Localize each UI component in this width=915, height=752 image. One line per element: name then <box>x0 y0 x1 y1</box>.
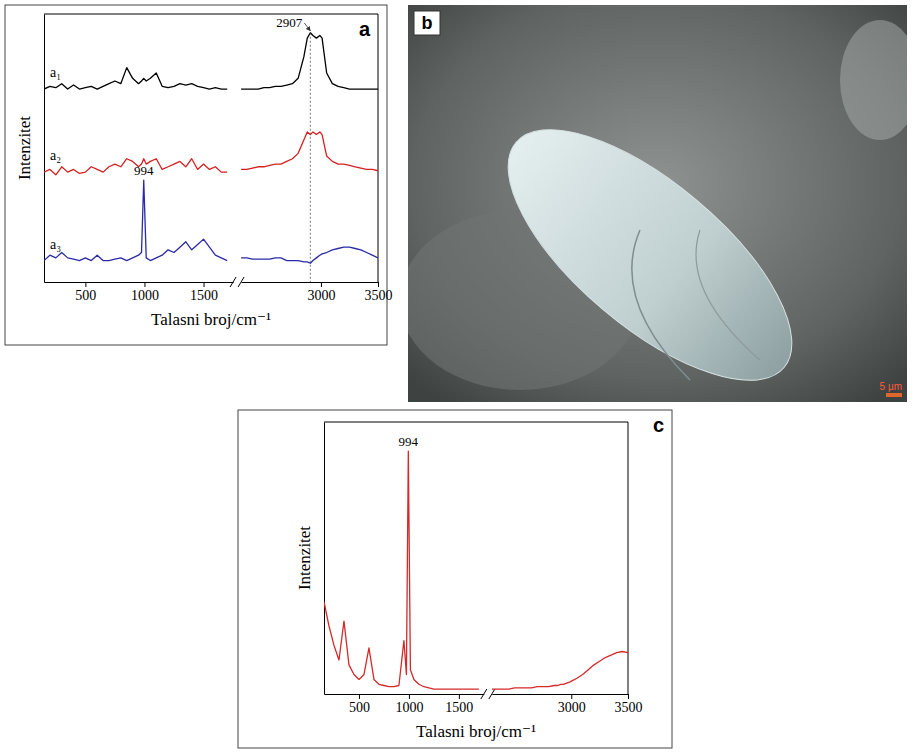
spectrum-line <box>324 451 479 689</box>
x-tick-label: 3500 <box>365 288 393 303</box>
spectrum-line <box>492 652 628 690</box>
spectrum-line <box>241 132 378 171</box>
scale-bar-label: 5 µm <box>880 381 902 392</box>
chart-panel: 500 1000 1500 3000 3500 994 Intenzitet Talasni … <box>238 410 672 748</box>
crystal-edge <box>696 230 760 360</box>
x-tick: 3000 <box>307 282 335 303</box>
panel-letter: c <box>653 414 664 436</box>
y-axis-line <box>44 15 45 283</box>
spectrum-line <box>241 247 378 263</box>
x-tick-mark <box>409 694 410 699</box>
x-tick: 500 <box>349 694 370 715</box>
x-tick-label: 1500 <box>190 288 218 303</box>
panel-border <box>238 410 672 748</box>
series-label: a₃ <box>50 237 61 252</box>
annotation-arrow <box>304 23 310 31</box>
y-axis <box>324 423 325 695</box>
y-axis-line <box>324 423 325 695</box>
x-axis-line <box>492 694 628 695</box>
series-clip <box>241 247 378 263</box>
x-tick: 1000 <box>131 282 159 303</box>
x-tick-mark <box>85 282 86 287</box>
spectrum-line <box>44 180 227 260</box>
annotation-label: 994 <box>399 434 419 449</box>
series-label: a₂ <box>50 148 61 163</box>
spectrum-line <box>44 68 227 89</box>
y-axis-title: Intenzitet <box>15 116 34 180</box>
annotation-label: 2907 <box>276 15 303 30</box>
x-tick: 3500 <box>615 694 643 715</box>
figure: 500 1000 1500 3000 3500 a₁ a₂ a₃ 2907 994 Intenzit… <box>0 0 915 752</box>
x-tick-label: 1500 <box>445 700 473 715</box>
x-tick-label: 3500 <box>615 700 643 715</box>
panel-letter: b <box>422 13 433 33</box>
series-clip <box>241 132 378 171</box>
x-tick: 1500 <box>445 694 473 715</box>
crystal <box>470 87 831 402</box>
x-tick: 3000 <box>558 694 586 715</box>
panel-border <box>5 5 387 345</box>
series-clip <box>241 33 378 89</box>
crystal-edge <box>632 230 690 380</box>
y-axis <box>44 15 45 283</box>
x-axis-title: Talasni broj/cm⁻¹ <box>416 722 536 741</box>
x-tick-mark <box>359 694 360 699</box>
annotation-label: 994 <box>134 163 154 178</box>
x-tick-mark <box>628 694 629 699</box>
x-tick-mark <box>321 282 322 287</box>
x-tick: 3500 <box>365 282 393 303</box>
x-tick-mark <box>144 282 145 287</box>
series-clip <box>492 652 628 690</box>
x-tick-label: 500 <box>75 288 96 303</box>
side-object <box>840 20 907 140</box>
axis-break <box>489 689 495 699</box>
x-tick: 1500 <box>190 282 218 303</box>
x-tick-mark <box>204 282 205 287</box>
x-axis: 3000 3500 <box>242 282 393 303</box>
chart-panel: 500 1000 1500 3000 3500 a₁ a₂ a₃ 2907 994 Intenzit… <box>5 5 393 345</box>
plot-marks <box>324 451 628 689</box>
x-axis: 500 1000 1500 <box>45 282 234 303</box>
panel-letter-box <box>414 11 440 35</box>
panel-letter: a <box>359 18 371 40</box>
x-axis-line <box>325 694 485 695</box>
image-panel: b 5 µm <box>400 5 915 423</box>
x-tick-label: 500 <box>349 700 370 715</box>
series-label: a₁ <box>50 65 61 80</box>
axis-break <box>230 277 236 287</box>
frame-top <box>44 14 378 15</box>
x-axis-line <box>242 282 379 283</box>
frame-right <box>378 14 379 282</box>
scale-bar <box>886 393 902 397</box>
x-tick-label: 1000 <box>131 288 159 303</box>
series-clip <box>44 180 227 260</box>
frame-top <box>324 422 628 423</box>
series-clip <box>44 68 227 89</box>
spectrum-line <box>241 33 378 89</box>
x-tick-label: 3000 <box>307 288 335 303</box>
x-tick: 1000 <box>395 694 423 715</box>
plot-marks <box>44 33 378 263</box>
axis-break <box>481 689 487 699</box>
series-clip <box>324 451 479 689</box>
x-tick-label: 3000 <box>558 700 586 715</box>
x-tick: 500 <box>75 282 96 303</box>
annotation-line <box>310 33 311 282</box>
x-tick-label: 1000 <box>395 700 423 715</box>
x-tick-mark <box>378 282 379 287</box>
x-axis: 3000 3500 <box>492 694 642 715</box>
x-tick-mark <box>571 694 572 699</box>
x-tick-mark <box>459 694 460 699</box>
x-axis-line <box>45 282 234 283</box>
x-axis-title: Talasni broj/cm⁻¹ <box>151 310 271 329</box>
axis-break <box>238 277 244 287</box>
y-axis-title: Intenzitet <box>295 526 314 590</box>
image-content <box>408 20 907 402</box>
x-axis: 500 1000 1500 <box>325 694 485 715</box>
